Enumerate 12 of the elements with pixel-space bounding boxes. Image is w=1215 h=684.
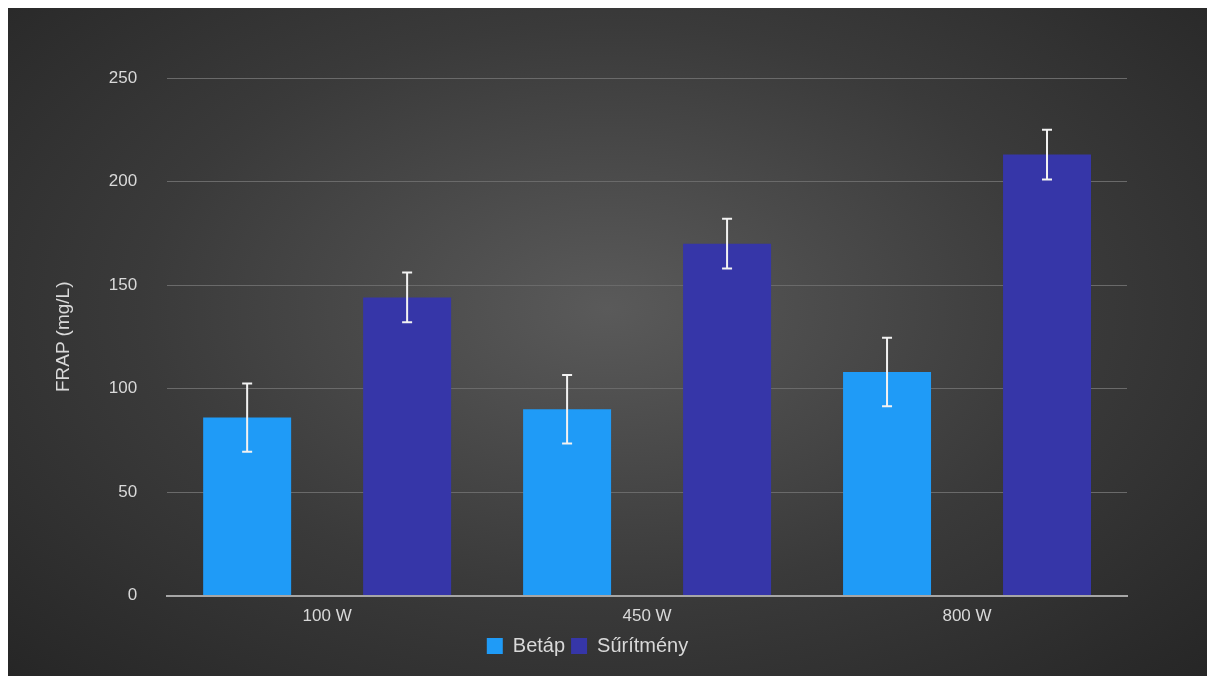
y-tick-label: 50 [118, 481, 138, 501]
x-tick-label: 450 W [622, 606, 672, 626]
y-tick-label: 0 [127, 585, 138, 605]
x-tick-label: 800 W [942, 606, 992, 626]
x-tick-label: 100 W [302, 606, 352, 626]
y-axis-title: FRAP (mg/L) [51, 281, 73, 393]
y-tick-label: 150 [108, 274, 138, 294]
legend-label: Sűrítmény [597, 633, 689, 656]
y-tick-label: 250 [108, 67, 138, 87]
legend-label: Betáp [512, 633, 566, 656]
y-tick-label: 200 [108, 171, 138, 191]
y-tick-label: 100 [108, 378, 138, 398]
